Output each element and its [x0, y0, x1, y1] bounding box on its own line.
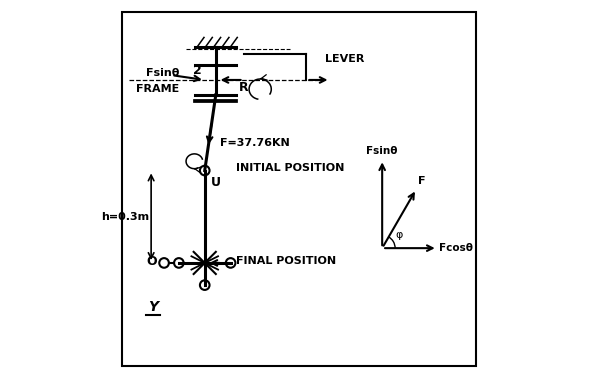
Text: Fsinθ: Fsinθ [367, 146, 398, 156]
Text: FINAL POSITION: FINAL POSITION [236, 256, 336, 266]
Text: Fsinθ: Fsinθ [145, 68, 179, 77]
Text: φ: φ [395, 230, 402, 240]
Text: U: U [211, 176, 221, 189]
Text: R: R [239, 81, 248, 94]
Text: LEVER: LEVER [325, 54, 364, 64]
Text: 2: 2 [193, 64, 202, 77]
Text: FRAME: FRAME [136, 84, 179, 94]
Text: F: F [418, 176, 426, 186]
Text: F=37.76KN: F=37.76KN [219, 138, 289, 148]
Text: Fcosθ: Fcosθ [440, 243, 474, 253]
Text: O: O [146, 255, 157, 268]
Text: Y: Y [148, 300, 158, 314]
Text: INITIAL POSITION: INITIAL POSITION [236, 163, 344, 173]
Text: h=0.3m: h=0.3m [101, 212, 150, 222]
